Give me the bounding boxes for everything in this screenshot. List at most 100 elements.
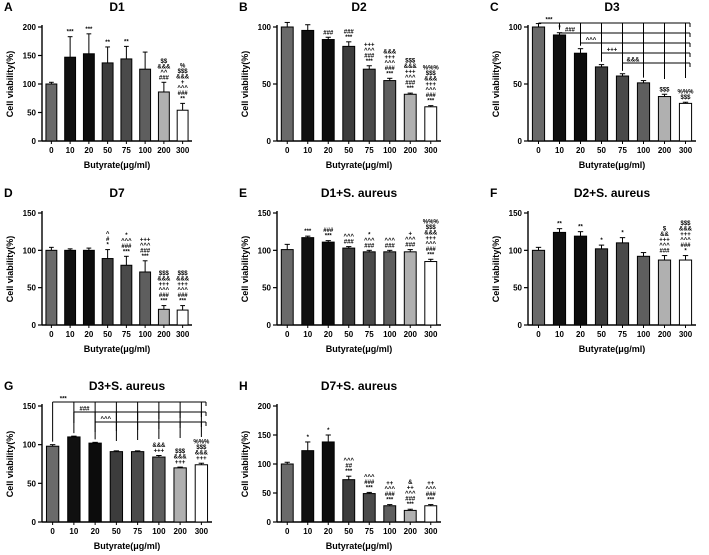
y-tick-label: 50: [513, 284, 522, 293]
significance-mark: ###: [385, 66, 396, 72]
bar: [82, 249, 95, 326]
bar: [176, 109, 189, 142]
significance-mark: ***: [407, 86, 415, 92]
significance-mark: $$$: [659, 87, 670, 93]
bar: [636, 255, 651, 326]
bar: [573, 52, 588, 142]
significance-mark: +++: [140, 237, 151, 243]
bar: [67, 436, 81, 523]
bar: [157, 308, 170, 326]
x-tick-label: 20: [324, 330, 333, 339]
bracket-label: +++: [607, 48, 618, 54]
y-tick-label: 50: [27, 284, 36, 293]
x-tick-label: 100: [138, 330, 152, 339]
significance-mark: ***: [366, 485, 374, 491]
significance-mark: ^^: [160, 70, 168, 76]
x-tick-label: 200: [404, 527, 418, 536]
y-tick-label: 200: [258, 402, 272, 411]
x-tick-label: 10: [303, 527, 312, 536]
bracket-label: ***: [545, 18, 553, 24]
x-tick-label: 300: [679, 146, 693, 155]
significance-mark: ###: [385, 243, 396, 249]
x-tick-label: 300: [424, 146, 438, 155]
bracket-label: ###: [565, 28, 576, 34]
x-tick-label: 100: [383, 527, 397, 536]
significance-mark: ***: [123, 249, 131, 255]
bar: [82, 53, 95, 142]
x-tick-label: 100: [152, 527, 166, 536]
significance-mark: ###: [364, 480, 375, 486]
y-tick-label: 0: [518, 321, 523, 330]
bar: [342, 247, 356, 326]
x-tick-label: 0: [536, 330, 541, 339]
significance-mark: &&&: [157, 277, 171, 283]
bar: [280, 463, 294, 523]
significance-mark: &&&: [174, 455, 188, 461]
y-tick-label: 50: [262, 284, 271, 293]
bar: [301, 450, 315, 523]
panel-letter: D: [4, 186, 13, 200]
bar: [45, 83, 58, 142]
significance-mark: +++: [659, 238, 670, 244]
significance-mark: *: [368, 232, 371, 238]
y-tick-label: 100: [258, 460, 272, 469]
x-tick-label: 75: [365, 330, 374, 339]
significance-mark: ***: [325, 234, 333, 240]
significance-mark: ###: [159, 293, 170, 299]
bar: [64, 249, 77, 326]
significance-mark: %%%: [677, 90, 694, 96]
significance-mark: $$$: [680, 95, 691, 101]
significance-mark: ***: [366, 59, 374, 65]
significance-mark: *: [684, 249, 687, 255]
significance-mark: ^^^: [343, 458, 354, 464]
significance-mark: *: [106, 243, 109, 249]
y-tick-label: 100: [23, 80, 37, 89]
x-tick-label: 300: [195, 527, 209, 536]
bar: [157, 91, 170, 142]
significance-mark: ***: [67, 30, 75, 36]
bar: [120, 264, 133, 326]
panel-title: D1+S. aureus: [321, 186, 398, 200]
significance-mark: ###: [121, 244, 132, 250]
y-tick-label: 150: [23, 52, 37, 61]
significance-mark: ^^^: [384, 487, 395, 493]
y-tick-label: 150: [23, 402, 37, 411]
significance-mark: ###: [426, 492, 437, 498]
significance-mark: ***: [386, 71, 394, 77]
bar: [383, 505, 397, 523]
significance-mark: ###: [405, 243, 416, 249]
significance-mark: $$$: [405, 59, 416, 65]
significance-mark: ++: [386, 481, 394, 487]
x-tick-label: 50: [597, 330, 606, 339]
y-tick-label: 150: [258, 431, 272, 440]
bar: [139, 68, 152, 142]
bar: [678, 102, 693, 142]
significance-mark: ###: [159, 75, 170, 81]
bar: [531, 249, 546, 326]
y-axis-label: Cell viability(%): [491, 51, 501, 118]
significance-mark: **: [180, 96, 185, 102]
panel-letter: H: [239, 379, 248, 393]
x-axis-label: Butyrate(μg/ml): [326, 541, 393, 551]
x-tick-label: 20: [91, 527, 100, 536]
panel-title: D3: [604, 0, 620, 14]
bar: [280, 249, 294, 326]
significance-mark: ^^^: [177, 288, 188, 294]
y-tick-label: 50: [262, 80, 271, 89]
significance-mark: %%%: [423, 219, 440, 225]
bar: [594, 248, 609, 326]
x-tick-label: 75: [365, 146, 374, 155]
bar: [657, 259, 672, 326]
y-tick-label: 50: [513, 80, 522, 89]
x-tick-label: 300: [176, 146, 190, 155]
bar: [139, 271, 152, 326]
bar: [321, 241, 335, 326]
y-tick-label: 0: [32, 518, 37, 527]
x-tick-label: 300: [424, 527, 438, 536]
x-tick-label: 300: [679, 330, 693, 339]
x-tick-label: 20: [84, 330, 93, 339]
significance-mark: ++: [407, 486, 415, 492]
y-tick-label: 50: [262, 489, 271, 498]
